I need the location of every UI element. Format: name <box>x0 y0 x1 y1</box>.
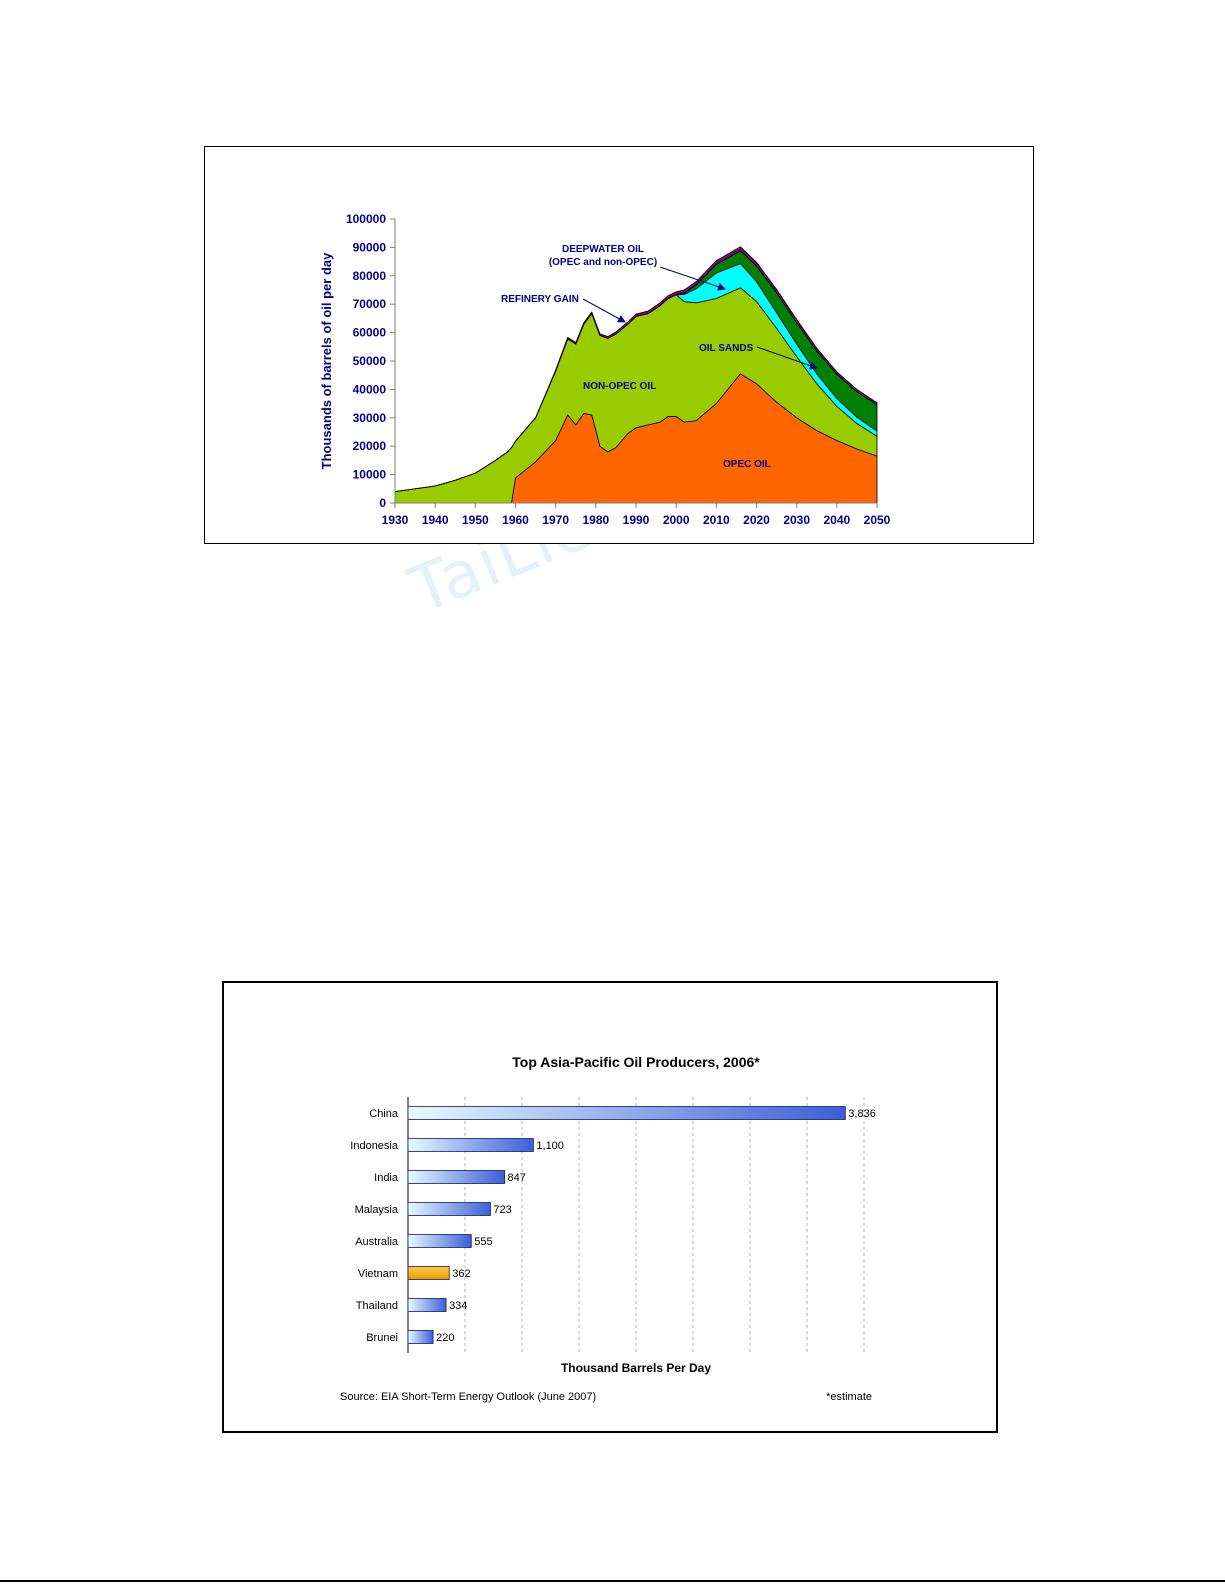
oil-production-chart-frame: 0 10000 20000 30000 40000 50000 60000 70000 8000… <box>204 146 1034 544</box>
x-tick-label: 1980 <box>582 513 609 527</box>
x-tick-label: 1940 <box>422 513 449 527</box>
x-tick-label: 2050 <box>864 513 891 527</box>
y-tick-label: 100000 <box>346 212 386 226</box>
value-label: 362 <box>452 1268 470 1280</box>
chart-title: Top Asia-Pacific Oil Producers, 2006* <box>512 1054 760 1070</box>
category-label: Indonesia <box>350 1140 399 1152</box>
category-label: Malaysia <box>355 1204 399 1216</box>
y-tick-label: 50000 <box>353 354 387 368</box>
value-label: 1,100 <box>536 1140 564 1152</box>
refinery-gain-label: REFINERY GAIN <box>501 294 579 305</box>
value-label: 334 <box>449 1300 467 1312</box>
bar-highlighted <box>407 1266 450 1280</box>
bar <box>407 1106 846 1120</box>
bar <box>407 1298 447 1312</box>
x-axis-title: Thousand Barrels Per Day <box>561 1361 711 1375</box>
category-label: Vietnam <box>358 1268 398 1280</box>
oil-sands-arrow <box>756 346 818 370</box>
page-footer-rule <box>0 1580 1225 1582</box>
bar <box>407 1170 505 1184</box>
y-tick-label: 10000 <box>353 468 387 482</box>
deepwater-arrow <box>659 266 726 291</box>
bar <box>407 1330 434 1344</box>
y-tick-label: 80000 <box>353 269 387 283</box>
refinery-gain-area <box>394 246 878 492</box>
y-tick-label: 30000 <box>353 411 387 425</box>
x-tick-label: 1960 <box>502 513 529 527</box>
x-tick-label: 1930 <box>382 513 409 527</box>
x-tick-label: 2020 <box>743 513 770 527</box>
y-tick-label: 70000 <box>353 297 387 311</box>
y-tick-label: 40000 <box>353 382 387 396</box>
x-tick-label: 1990 <box>623 513 650 527</box>
value-label: 3,836 <box>848 1108 876 1120</box>
bar <box>407 1138 534 1152</box>
x-tick-label: 1950 <box>462 513 489 527</box>
y-tick-label: 20000 <box>353 439 387 453</box>
category-label: Australia <box>355 1236 399 1248</box>
asia-pacific-bar-chart: Top Asia-Pacific Oil Producers, 2006* Chi… <box>340 1054 876 1403</box>
y-axis-title: Thousands of barrels of oil per day <box>319 252 334 469</box>
x-tick-label: 2000 <box>663 513 690 527</box>
x-tick-label: 2010 <box>703 513 730 527</box>
bar <box>407 1234 472 1248</box>
value-label: 555 <box>474 1236 492 1248</box>
value-label: 847 <box>508 1172 526 1184</box>
source-note: Source: EIA Short-Term Energy Outlook (J… <box>340 1391 596 1403</box>
category-label: Thailand <box>356 1300 398 1312</box>
oil-sands-label: OIL SANDS <box>699 343 754 354</box>
refinery-gain-arrow <box>582 298 626 323</box>
y-tick-label: 90000 <box>353 240 387 254</box>
category-label: Brunei <box>366 1332 398 1344</box>
x-tick-label: 1970 <box>542 513 569 527</box>
x-tick-label: 2040 <box>823 513 850 527</box>
asia-pacific-chart-frame: Top Asia-Pacific Oil Producers, 2006* Chi… <box>222 981 998 1433</box>
deepwater-label: DEEPWATER OIL <box>562 244 644 255</box>
value-label: 220 <box>436 1332 454 1344</box>
value-label: 723 <box>493 1204 511 1216</box>
y-tick-label: 60000 <box>353 326 387 340</box>
opec-oil-label: OPEC OIL <box>723 459 771 470</box>
estimate-note: *estimate <box>826 1391 872 1403</box>
deepwater-sublabel: (OPEC and non-OPEC) <box>549 257 657 268</box>
x-tick-label: 2030 <box>783 513 810 527</box>
bar <box>407 1202 491 1216</box>
category-label: India <box>374 1172 399 1184</box>
oil-production-area-chart: 0 10000 20000 30000 40000 50000 60000 70000 8000… <box>319 212 891 527</box>
category-label: China <box>369 1108 399 1120</box>
non-opec-oil-label: NON-OPEC OIL <box>583 381 656 392</box>
y-tick-label: 0 <box>379 496 386 510</box>
